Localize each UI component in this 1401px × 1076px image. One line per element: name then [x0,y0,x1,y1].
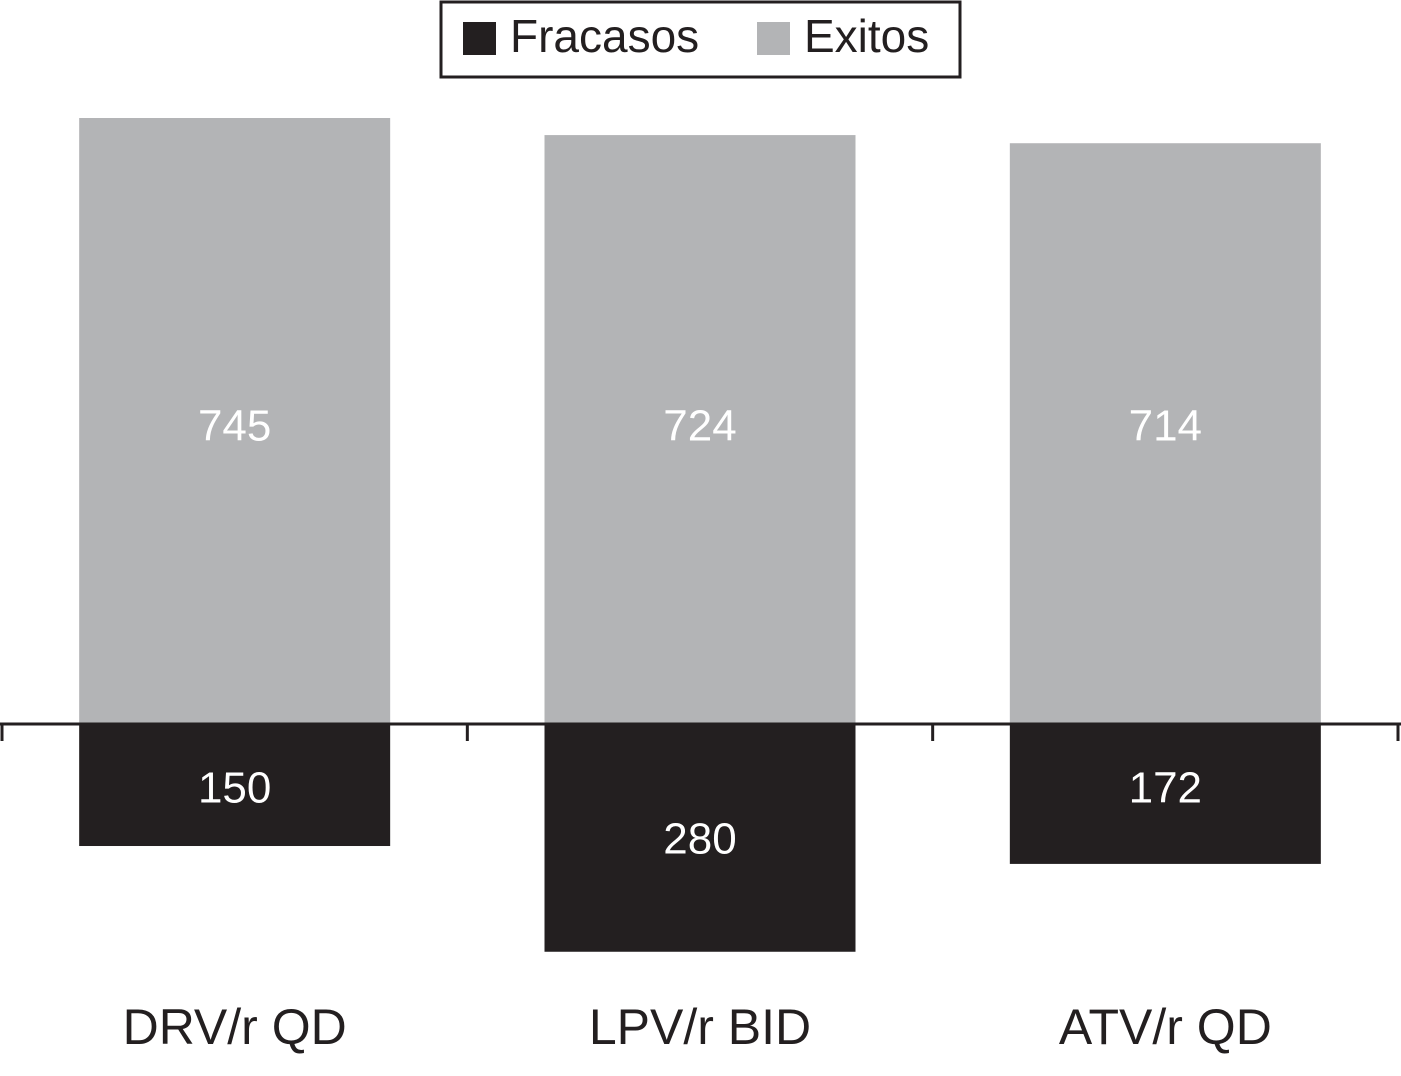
value-label: 714 [1129,402,1202,451]
value-label: 724 [663,402,736,451]
bar [544,724,856,952]
x-tick-label: DRV/r QD [123,999,347,1055]
bar [544,135,856,724]
x-tick-label: ATV/r QD [1059,999,1272,1055]
bar [1009,724,1321,864]
value-label: 172 [1129,764,1202,813]
bar [79,118,391,724]
legend-box [439,0,962,79]
legend-swatch [463,22,496,55]
value-label: 745 [198,402,271,451]
x-tick-label: LPV/r BID [589,999,811,1055]
legend-swatch [757,22,790,55]
legend-label: Exitos [804,10,929,62]
legend-label: Fracasos [510,10,699,62]
value-label: 280 [663,815,736,864]
bar [1009,143,1321,724]
bar [79,724,391,847]
value-label: 150 [198,764,271,813]
